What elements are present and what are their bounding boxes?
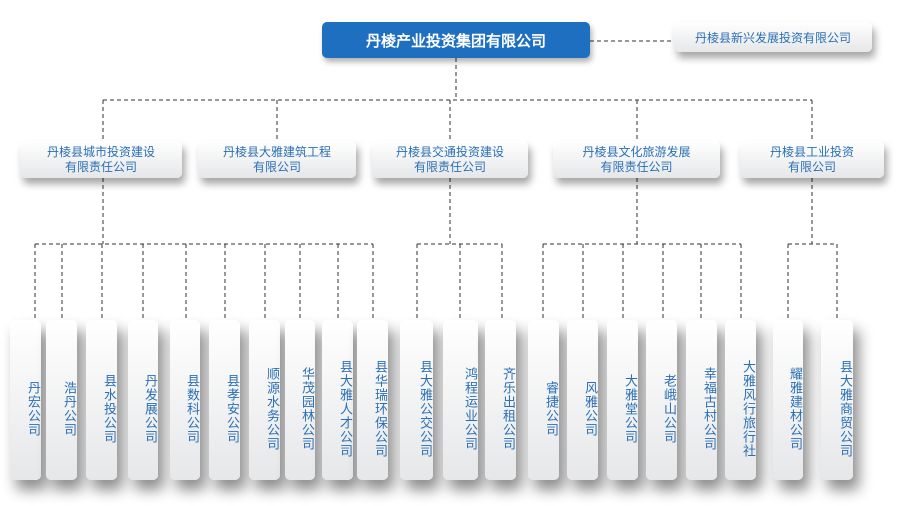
company-box[interactable]: 华茂园林公司 xyxy=(285,320,315,480)
subsidiary-name-line1: 丹棱县城市投资建设 xyxy=(46,144,155,159)
company-box[interactable]: 大雅堂公司 xyxy=(607,320,638,480)
company-box[interactable]: 老峨山公司 xyxy=(646,320,677,480)
subsidiary-name-line2: 有限公司 xyxy=(252,159,301,174)
company-box[interactable]: 县孝安公司 xyxy=(209,320,240,480)
subsidiary-name-line1: 丹棱县工业投资 xyxy=(769,144,854,159)
company-box[interactable]: 县水投公司 xyxy=(86,320,117,480)
subsidiary-name-line2: 有限责任公司 xyxy=(600,159,673,174)
subsidiary-box[interactable]: 丹棱县大雅建筑工程 有限公司 xyxy=(198,141,356,178)
company-box[interactable]: 县数科公司 xyxy=(170,320,200,480)
company-box[interactable]: 睿捷公司 xyxy=(528,320,559,480)
company-box[interactable]: 县大雅人才公司 xyxy=(322,320,353,480)
company-box[interactable]: 耀雅建材公司 xyxy=(773,320,803,480)
company-box[interactable]: 县华瑞环保公司 xyxy=(357,320,388,480)
company-box[interactable]: 幸福古村公司 xyxy=(686,320,717,480)
subsidiary-name-line2: 有限责任公司 xyxy=(413,159,486,174)
subsidiary-name-line1: 丹棱县文化旅游发展 xyxy=(582,144,691,159)
company-box[interactable]: 齐乐出租公司 xyxy=(485,320,516,480)
company-box[interactable]: 县大雅商贸公司 xyxy=(821,320,853,480)
company-box[interactable]: 鸿程运业公司 xyxy=(443,320,478,480)
subsidiary-name-line2: 有限公司 xyxy=(787,159,836,174)
subsidiary-name-line1: 丹棱县大雅建筑工程 xyxy=(222,144,331,159)
company-box[interactable]: 浩丹公司 xyxy=(46,320,77,480)
subsidiary-name-line1: 丹棱县交通投资建设 xyxy=(395,144,504,159)
company-box[interactable]: 县大雅公交公司 xyxy=(400,320,433,480)
subsidiary-box[interactable]: 丹棱县文化旅游发展 有限责任公司 xyxy=(553,141,720,178)
affiliate-company[interactable]: 丹棱县新兴发展投资有限公司 xyxy=(674,22,872,52)
company-box[interactable]: 丹宏公司 xyxy=(10,320,41,480)
root-company[interactable]: 丹棱产业投资集团有限公司 xyxy=(322,22,590,58)
subsidiary-name-line2: 有限责任公司 xyxy=(64,159,137,174)
company-box[interactable]: 风雅公司 xyxy=(567,320,598,480)
subsidiary-box[interactable]: 丹棱县工业投资 有限公司 xyxy=(740,141,884,178)
subsidiary-box[interactable]: 丹棱县交通投资建设 有限责任公司 xyxy=(372,141,528,178)
company-box[interactable]: 顺源水务公司 xyxy=(249,320,280,480)
company-box[interactable]: 丹发展公司 xyxy=(128,320,158,480)
company-box[interactable]: 大雅风行旅行社 xyxy=(725,320,756,480)
subsidiary-box[interactable]: 丹棱县城市投资建设 有限责任公司 xyxy=(20,141,182,178)
